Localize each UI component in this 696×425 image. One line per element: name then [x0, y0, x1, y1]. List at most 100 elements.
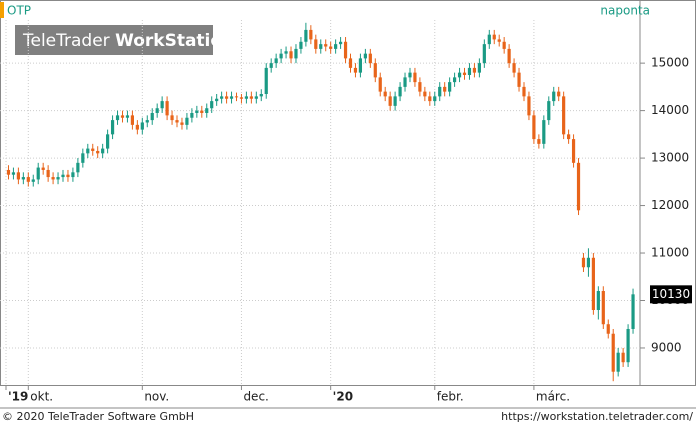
candle-body	[36, 167, 40, 180]
candle-body	[215, 98, 219, 102]
candle-body	[443, 86, 447, 92]
candle-body	[517, 72, 521, 87]
candle-body	[309, 29, 313, 40]
candle-body	[165, 101, 169, 116]
candle-body	[259, 93, 263, 97]
candle-body	[249, 96, 253, 99]
candle-body	[343, 41, 348, 59]
x-tick-label: dec.	[243, 390, 268, 404]
x-tick-label: '19	[8, 390, 28, 404]
candle-body	[462, 72, 467, 76]
candle-body	[542, 120, 546, 144]
candle-body	[557, 91, 561, 97]
candle-body	[21, 177, 25, 180]
candle-body	[338, 41, 343, 45]
candle-body	[403, 77, 407, 87]
footer-right: https://workstation.teletrader.com/	[501, 410, 693, 423]
candle-body	[348, 58, 353, 68]
candle-body	[324, 44, 328, 47]
candle-body	[477, 63, 481, 73]
candle-body	[527, 96, 531, 116]
candles	[6, 22, 635, 382]
candle-body	[319, 44, 323, 49]
x-tick-label: nov.	[144, 390, 169, 404]
candle-body	[135, 124, 139, 130]
candle-body	[606, 324, 610, 334]
candle-body	[56, 177, 60, 180]
candle-body	[502, 41, 506, 49]
logo-part: WorkStation	[115, 31, 234, 51]
candle-body	[353, 67, 358, 73]
x-tick-label: '20	[333, 390, 353, 404]
candle-body	[472, 67, 477, 73]
candle-body	[467, 67, 472, 76]
y-tick-label: 9000	[651, 340, 682, 354]
frequency: naponta	[600, 4, 650, 18]
candle-body	[388, 96, 392, 106]
candle-body	[284, 51, 288, 54]
candle-body	[294, 48, 298, 59]
candle-body	[71, 172, 75, 178]
candle-body	[581, 257, 586, 268]
candle-body	[11, 172, 16, 175]
candle-body	[81, 153, 85, 163]
y-tick-label: 11000	[651, 246, 689, 260]
candle-body	[596, 291, 600, 310]
last-price-label: 10130	[652, 287, 690, 301]
candle-body	[452, 77, 457, 83]
candle-body	[576, 162, 581, 211]
candle-body	[224, 96, 229, 99]
candle-body	[497, 39, 501, 42]
candle-body	[16, 172, 20, 180]
candle-body	[150, 112, 154, 121]
candle-body	[423, 91, 427, 97]
candle-body	[96, 150, 100, 154]
candle-body	[210, 101, 214, 109]
last-price-box	[650, 285, 692, 304]
candle-body	[26, 177, 30, 182]
y-tick-label: 12000	[651, 198, 689, 212]
candle-body	[41, 167, 45, 170]
title-marker	[0, 2, 4, 18]
candle-body	[269, 63, 273, 68]
candle-body	[571, 139, 576, 163]
y-tick-label: 15000	[651, 56, 689, 70]
candle-body	[264, 67, 268, 94]
candle-body	[205, 108, 209, 113]
candle-body	[51, 177, 55, 180]
candle-body	[314, 39, 318, 49]
candle-body	[418, 82, 422, 92]
candle-body	[170, 115, 174, 121]
candle-body	[86, 148, 90, 154]
candle-body	[507, 48, 511, 64]
candle-body	[626, 328, 630, 363]
footer-left: © 2020 TeleTrader Software GmbH	[2, 410, 194, 423]
candle-body	[190, 112, 194, 118]
candle-body	[66, 174, 70, 178]
grid	[0, 20, 645, 390]
candle-body	[239, 97, 244, 99]
candle-body	[76, 162, 80, 173]
candle-body	[532, 115, 536, 140]
candle-body	[537, 139, 541, 144]
candle-body	[482, 44, 486, 64]
candle-body	[106, 134, 110, 149]
candle-body	[145, 120, 149, 123]
candle-body	[586, 257, 591, 268]
candle-body	[46, 169, 50, 178]
candle-body	[274, 58, 278, 64]
candle-body	[398, 86, 402, 97]
candle-body	[492, 34, 496, 40]
candle-body	[448, 82, 452, 92]
candle-body	[383, 91, 387, 97]
candle-body	[616, 352, 620, 372]
candle-body	[279, 53, 283, 59]
candle-body	[631, 294, 635, 329]
candle-body	[6, 169, 11, 175]
candle-body	[378, 77, 382, 92]
candle-body	[368, 53, 372, 64]
candle-body	[591, 257, 595, 310]
candle-body	[329, 46, 333, 49]
